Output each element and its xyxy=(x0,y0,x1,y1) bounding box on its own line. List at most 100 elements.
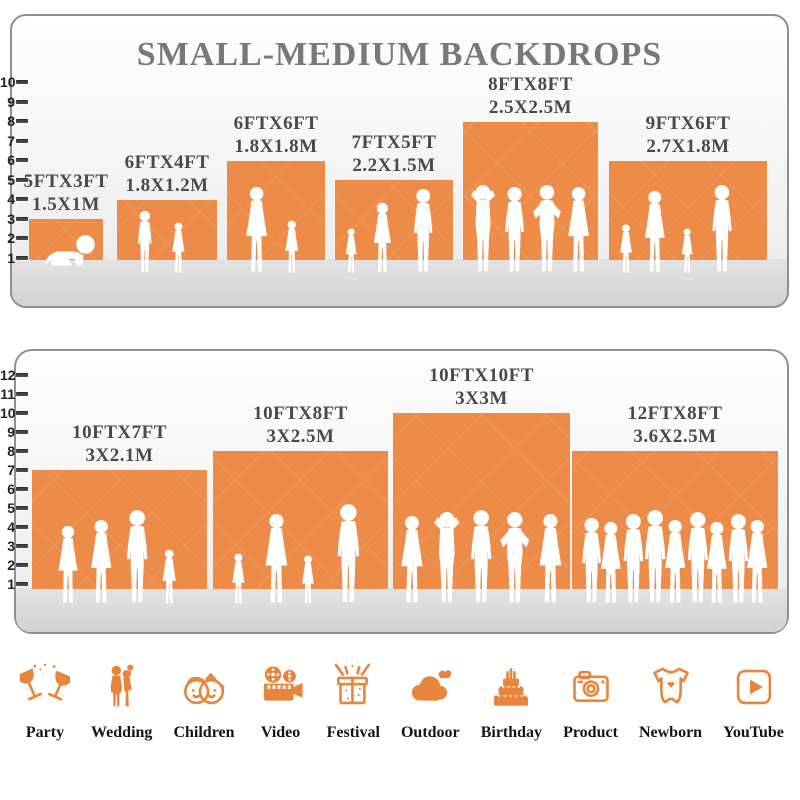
ruler-number: 3 xyxy=(7,211,15,227)
category-outdoor: Outdoor xyxy=(401,662,460,742)
backdrop-size-label: 6FTX4FT 1.8X1.2M xyxy=(125,152,210,197)
size-m-text: 3X2.1M xyxy=(85,444,154,466)
size-m-text: 2.5X2.5M xyxy=(488,96,573,118)
backdrop-bar-10x7: 10FTX7FT 3X2.1M xyxy=(32,422,207,604)
people-silhouette xyxy=(45,235,95,266)
ruler-mark: 7 xyxy=(0,133,28,149)
ruler-mark: 4 xyxy=(0,191,28,207)
ruler-tick xyxy=(16,449,28,453)
backdrop-bar-12x8: 12FTX8FT 3.6X2.5M xyxy=(572,403,778,603)
page-title: SMALL-MEDIUM BACKDROPS xyxy=(136,36,663,73)
backdrop-rect xyxy=(117,200,217,260)
size-ft-text: 8FTX8FT xyxy=(488,74,573,96)
size-ft-text: 10FTX7FT xyxy=(72,422,167,444)
category-label: Video xyxy=(260,724,301,741)
gift-box-icon xyxy=(334,663,371,705)
backdrop-bar-6x4: 6FTX4FT 1.8X1.2M xyxy=(117,152,217,273)
category-label: Party xyxy=(25,724,65,741)
size-m-text: 3X2.5M xyxy=(266,425,335,447)
play-button-icon xyxy=(736,669,771,705)
ruler-number: 8 xyxy=(7,113,15,129)
size-m-text: 1.8X1.8M xyxy=(234,135,318,157)
backdrop-size-label: 10FTX7FT 3X2.1M xyxy=(72,422,167,467)
ruler-tick xyxy=(16,217,28,221)
size-ft-text: 9FTX6FT xyxy=(645,113,731,135)
ruler-number: 12 xyxy=(0,367,16,383)
ruler-mark: 1 xyxy=(0,250,28,266)
ruler-number: 3 xyxy=(7,538,15,554)
size-ft-text: 6FTX4FT xyxy=(124,152,210,174)
ruler-tick xyxy=(16,373,28,377)
backdrop-rect xyxy=(213,451,388,589)
category-product: Product xyxy=(563,662,618,742)
wine-glasses-icon xyxy=(20,663,70,701)
category-label: Product xyxy=(563,724,618,741)
ruler-number: 9 xyxy=(7,424,15,440)
backdrop-size-label: 7FTX5FT 2.2X1.5M xyxy=(352,132,437,177)
ruler-mark: 11 xyxy=(0,386,28,402)
people-silhouette xyxy=(138,210,185,273)
size-ft-text: 10FTX8FT xyxy=(253,403,348,425)
baby-onesie-icon xyxy=(652,667,689,704)
birthday-cake-icon xyxy=(494,668,529,706)
backdrop-bar-8x8: 8FTX8FT 2.5X2.5M xyxy=(463,74,598,272)
ruler-tick xyxy=(16,487,28,491)
ruler-tick xyxy=(16,430,28,434)
category-label: Birthday xyxy=(480,724,543,741)
size-m-text: 3X3M xyxy=(455,387,508,409)
ruler-tick xyxy=(16,256,28,260)
photo-camera-icon xyxy=(572,670,609,702)
ruler-number: 5 xyxy=(7,172,15,188)
ruler-mark: 10 xyxy=(0,405,28,421)
backdrop-rect xyxy=(227,161,325,260)
ruler-mark: 5 xyxy=(0,500,28,516)
backdrop-bar-10x10: 10FTX10FT 3X3M xyxy=(393,365,570,603)
ruler-tick xyxy=(16,411,28,415)
category-video: Video xyxy=(256,662,306,742)
backdrop-bar-10x8: 10FTX8FT 3X2.5M xyxy=(213,403,388,604)
people-silhouette xyxy=(246,186,299,273)
ruler-mark: 3 xyxy=(0,211,28,227)
backdrop-size-label: 6FTX6FT 1.8X1.8M xyxy=(234,113,319,158)
ruler-tick xyxy=(16,197,28,201)
category-festival: Festival xyxy=(327,662,380,742)
ruler-mark: 8 xyxy=(0,113,28,129)
ruler-tick xyxy=(16,563,28,567)
ruler-tick xyxy=(16,100,28,104)
size-m-text: 1.8X1.2M xyxy=(125,174,209,196)
ruler-number: 4 xyxy=(7,519,15,535)
category-party: Party xyxy=(20,662,70,742)
category-label: YouTube xyxy=(723,724,784,741)
size-ft-text: 5FTX3FT xyxy=(23,171,109,193)
people-silhouette xyxy=(620,185,732,273)
category-row: Party Wedding xyxy=(20,662,784,742)
backdrop-bar-9x6: 9FTX6FT 2.7X1.8M xyxy=(609,113,767,273)
backdrop-rect xyxy=(609,161,767,260)
size-ft-text: 12FTX8FT xyxy=(627,403,723,425)
ruler-number: 11 xyxy=(0,386,15,402)
ruler-tick xyxy=(16,236,28,240)
category-label: Newborn xyxy=(638,724,703,741)
category-wedding: Wedding xyxy=(91,662,152,742)
ruler-tick xyxy=(16,139,28,143)
people-silhouette xyxy=(58,510,176,604)
category-label: Festival xyxy=(326,724,380,741)
ruler-number: 4 xyxy=(7,191,15,207)
ruler-mark: 10 xyxy=(0,74,28,90)
ruler-number: 1 xyxy=(7,250,15,266)
ruler-tick xyxy=(16,178,28,182)
ruler-number: 2 xyxy=(7,230,15,246)
ruler-mark: 4 xyxy=(0,519,28,535)
ruler-number: 7 xyxy=(7,133,15,149)
ruler-number: 7 xyxy=(7,462,15,478)
ruler-mark: 6 xyxy=(0,481,28,497)
backdrop-bar-5x3: 5FTX3FT 1.5X1M xyxy=(24,171,108,266)
ruler-tick xyxy=(16,392,28,396)
ruler-number: 10 xyxy=(0,74,16,90)
ruler-mark: 9 xyxy=(0,424,28,440)
ruler-mark: 12 xyxy=(0,367,28,383)
ruler-tick xyxy=(16,582,28,586)
size-m-text: 1.5X1M xyxy=(32,193,100,215)
backdrop-size-label: 12FTX8FT 3.6X2.5M xyxy=(628,403,723,448)
